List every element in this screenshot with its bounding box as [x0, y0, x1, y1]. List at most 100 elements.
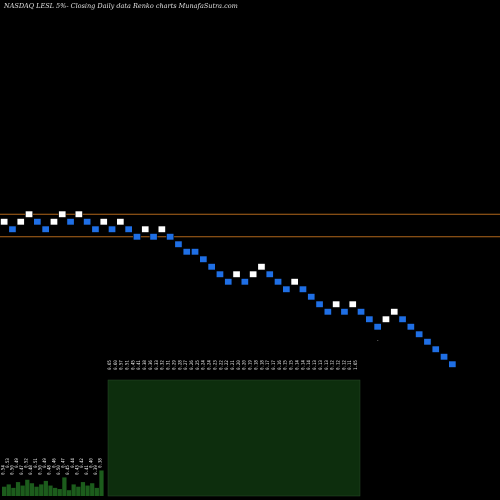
volume-bar: [25, 479, 30, 496]
renko-brick-up: [141, 225, 150, 233]
renko-brick-down: [448, 360, 457, 368]
price-label: 0.25: [195, 360, 200, 370]
renko-brick-down: [415, 330, 424, 338]
renko-brick-down: [323, 308, 332, 316]
price-labels: 0.65 0.60 0.57 0.51 0.45 0.41 0.38 0.36 0.33 0.32…: [107, 360, 358, 370]
price-label: 0.12: [341, 360, 346, 370]
renko-brick-up: [348, 300, 357, 308]
price-label: 0.17: [265, 360, 270, 370]
price-label: 0.19: [248, 360, 253, 370]
volume-label: 0.46: [51, 458, 56, 468]
renko-brick-up: [0, 218, 9, 226]
volume-bar: [80, 482, 86, 496]
price-label: 0.60: [113, 360, 118, 370]
reference-lines: [0, 213, 500, 238]
price-label: 0.13: [324, 360, 329, 370]
renko-brick-down: [398, 315, 407, 323]
volume-label: 0.48: [47, 465, 52, 475]
renko-brick-down: [33, 218, 42, 226]
renko-brick-down: [182, 248, 191, 256]
price-label: 0.13: [312, 360, 317, 370]
volume-label: 0.47: [19, 465, 24, 475]
volume-label: 0.41: [84, 465, 89, 475]
price-label: 0.45: [130, 360, 135, 370]
volume-bar: [66, 490, 72, 496]
volume-label: 0.38: [98, 458, 103, 468]
price-label: 0.32: [160, 360, 165, 370]
price-label: 0.20: [242, 360, 247, 370]
volume-bar: [29, 483, 35, 496]
renko-brick-down: [216, 270, 224, 278]
renko-brick-up: [332, 300, 341, 308]
price-label: 1.65: [353, 360, 358, 370]
renko-brick-down: [440, 353, 448, 361]
price-label: 0.27: [183, 360, 188, 370]
renko-brick-up: [249, 270, 258, 278]
renko-brick-down: [365, 315, 374, 323]
renko-brick-down: [423, 338, 432, 346]
volume-bar: [11, 487, 16, 496]
volume-bar: [34, 486, 39, 496]
price-label: 0.33: [154, 360, 159, 370]
renko-brick-down: [108, 225, 117, 233]
renko-brick-up: [16, 218, 25, 226]
price-label: 0.23: [212, 360, 217, 370]
renko-brick-down: [207, 263, 216, 271]
renko-brick-up: [257, 263, 266, 271]
price-label: 0.13: [318, 360, 323, 370]
volume-label: 0.45: [65, 465, 70, 475]
renko-brick-down: [149, 233, 158, 241]
renko-brick-up: [381, 315, 390, 323]
volume-bar: [53, 487, 58, 496]
volume-label: 0.39: [93, 465, 98, 475]
renko-brick-down: [124, 225, 133, 233]
volume-bar: [39, 484, 44, 496]
volume-bar: [6, 484, 11, 496]
renko-bricks: [0, 210, 457, 368]
volume-label: 0.53: [5, 458, 10, 468]
renko-brick-down: [315, 300, 324, 308]
price-label: 0.15: [283, 360, 288, 370]
renko-brick-down: [265, 270, 274, 278]
renko-brick-down: [41, 225, 50, 233]
volume-bar: [20, 485, 25, 496]
price-label: 0.16: [277, 360, 282, 370]
chart-markers: -: [377, 338, 379, 344]
price-label: 0.18: [259, 360, 264, 370]
renko-brick-down: [340, 308, 349, 316]
renko-brick-down: [224, 278, 233, 286]
renko-brick-up: [58, 210, 67, 218]
price-label: 0.18: [253, 360, 258, 370]
renko-brick-down: [174, 240, 183, 248]
volume-label: 0.54: [0, 465, 5, 475]
volume-panel: 0.540.530.500.490.470.520.480.510.500.49…: [0, 379, 361, 497]
volume-bar: [76, 486, 81, 496]
price-label: 0.41: [136, 360, 141, 370]
chart-title: NASDAQ LESL 5%- Closing Daily data Renko…: [3, 2, 238, 10]
volume-bar: [2, 486, 7, 496]
price-label: 0.11: [347, 360, 352, 370]
renko-brick-down: [307, 293, 316, 301]
volume-bar: [99, 470, 104, 496]
price-label: 0.24: [201, 360, 206, 370]
price-label: 0.36: [148, 360, 153, 370]
price-label: 0.21: [230, 360, 235, 370]
renko-brick-up: [116, 218, 125, 226]
renko-brick-up: [390, 308, 399, 316]
volume-label: 0.48: [28, 465, 33, 475]
renko-brick-down: [357, 308, 365, 316]
volume-label: 0.50: [56, 465, 61, 475]
volume-label: 0.42: [79, 458, 84, 468]
renko-brick-down: [166, 233, 175, 241]
renko-brick-down: [133, 233, 141, 241]
price-label: 0.17: [271, 360, 276, 370]
price-label: 0.22: [218, 360, 223, 370]
price-label: 0.14: [306, 360, 311, 370]
renko-brick-up: [25, 210, 33, 218]
price-label: 0.14: [294, 360, 299, 370]
volume-label: 0.51: [33, 458, 38, 468]
volume-label: 0.50: [10, 465, 15, 475]
volume-label: 0.52: [24, 458, 29, 468]
volume-bar: [62, 477, 67, 496]
